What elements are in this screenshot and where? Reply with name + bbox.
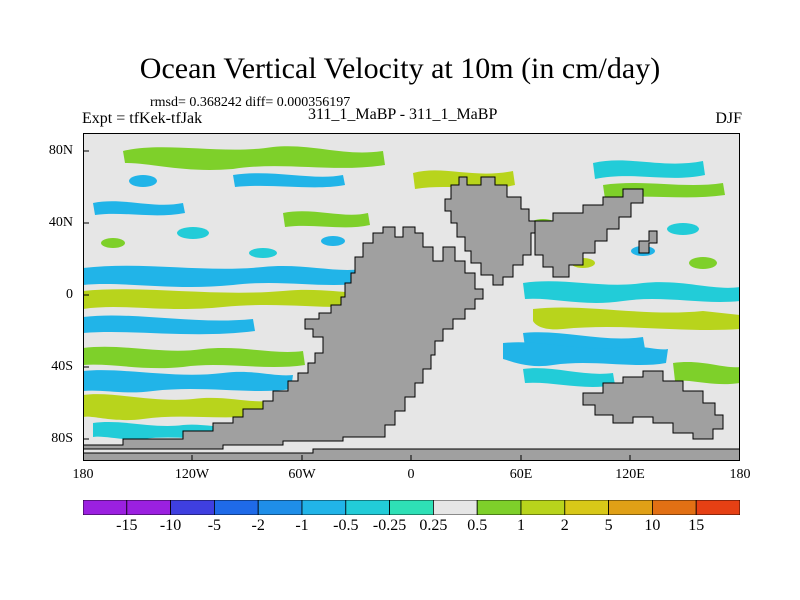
land-asia [534, 188, 644, 278]
colorbar-tick-label: 0.5 [467, 517, 488, 534]
colorbar-swatch [257, 500, 303, 515]
colorbar-swatch [389, 500, 434, 515]
colorbar-tick-label: 5 [604, 517, 613, 534]
colorbar-tick-label: -0.5 [333, 517, 359, 534]
lon-label-60e: 60E [509, 467, 533, 482]
lon-label-60w: 60W [288, 467, 316, 482]
anomaly-band-cyan [503, 342, 668, 367]
lon-label-180w: 180 [72, 467, 94, 482]
anomaly-band-cyan [93, 201, 185, 216]
land-japan [638, 230, 658, 254]
land-australia [582, 370, 724, 440]
anomaly-blob [321, 236, 345, 246]
anomaly-band-teal [593, 160, 705, 179]
anomaly-band-cyan [83, 370, 293, 393]
colorbar-swatch [695, 500, 740, 515]
lat-label-40n: 40N [48, 215, 73, 230]
lon-label-120w: 120W [174, 467, 210, 482]
colorbar [83, 500, 740, 515]
colorbar-tick-label: -1 [295, 517, 309, 534]
chart-title: Ocean Vertical Velocity at 10m (in cm/da… [139, 52, 661, 85]
lon-label-0: 0 [407, 467, 415, 482]
colorbar-tick-label: -0.25 [372, 517, 407, 534]
colorbar-swatch [301, 500, 347, 515]
colorbar-tick-label: -5 [207, 517, 222, 534]
anomaly-blob [177, 227, 209, 239]
center-label: 311_1_MaBP - 311_1_MaBP [308, 106, 498, 123]
anomaly-blob [129, 175, 157, 187]
anomaly-band-green [673, 362, 740, 385]
lat-label-80n: 80N [48, 143, 73, 158]
colorbar-swatch [345, 500, 390, 515]
lon-label-180e: 180 [729, 467, 751, 482]
experiment-label: Expt = tfKek-tfJak [82, 110, 203, 127]
season-label: DJF [715, 110, 742, 127]
colorbar-swatch [520, 500, 566, 515]
colorbar-tick-label: -10 [159, 517, 182, 534]
stats-text: rmsd= 0.368242 diff= 0.000356197 [150, 95, 351, 110]
anomaly-blob [249, 248, 277, 258]
colorbar-swatch [432, 500, 478, 515]
colorbar-swatch [213, 500, 259, 515]
colorbar-swatch [608, 500, 653, 515]
anomaly-band-green [123, 146, 385, 170]
land-americas [83, 226, 484, 450]
colorbar-swatch [652, 500, 697, 515]
land-eurasia-africa [444, 176, 536, 286]
anomaly-band-green [83, 346, 305, 369]
anomaly-band-cyan [83, 315, 255, 335]
colorbar-tick-label: -15 [116, 517, 138, 534]
map-ticks [83, 150, 631, 461]
colorbar-swatch [564, 500, 609, 515]
anomaly-band-green [533, 307, 740, 330]
anomaly-band-teal [523, 368, 615, 387]
lat-label-80s: 80S [51, 431, 73, 446]
anomaly-blob [101, 238, 125, 248]
anomaly-blob [667, 223, 699, 235]
colorbar-tick-label: -2 [251, 517, 265, 534]
colorbar-swatch [83, 500, 128, 515]
colorbar-tick-label: 1 [517, 517, 525, 534]
colorbar-swatch [126, 500, 171, 515]
anomaly-blob [689, 257, 717, 269]
colorbar-tick-label: 10 [644, 517, 661, 534]
lon-label-120e: 120E [615, 467, 645, 482]
map-panel [83, 133, 740, 461]
anomaly-band-teal [523, 281, 740, 303]
anomaly-band-cyan [233, 173, 345, 188]
colorbar-swatch [476, 500, 522, 515]
lat-label-40s: 40S [51, 359, 73, 374]
colorbar-tick-label: 2 [560, 517, 569, 534]
anomaly-band-green [83, 394, 268, 421]
colorbar-tick-label: 15 [688, 517, 705, 534]
anomaly-band-cyan [83, 265, 365, 287]
colorbar-tick-label: 0.25 [419, 517, 448, 534]
anomaly-band-green [83, 289, 370, 309]
colorbar-swatch [170, 500, 215, 515]
anomaly-band-green [283, 211, 370, 228]
lat-label-0: 0 [66, 287, 73, 302]
